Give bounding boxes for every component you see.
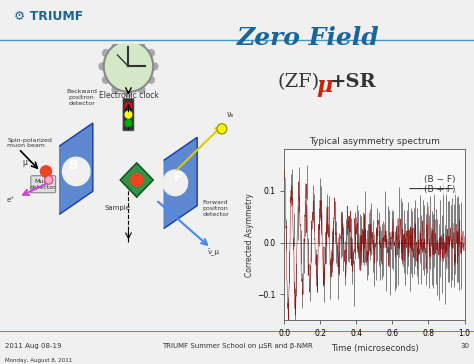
Circle shape — [151, 63, 158, 70]
Polygon shape — [164, 137, 197, 228]
Circle shape — [102, 76, 109, 83]
Text: B: B — [69, 159, 78, 172]
Text: 2011 Aug 08-19: 2011 Aug 08-19 — [5, 343, 61, 349]
Text: Backward
positron
detector: Backward positron detector — [66, 89, 97, 106]
Circle shape — [125, 36, 132, 43]
Circle shape — [138, 86, 145, 93]
Text: Zero Field: Zero Field — [237, 27, 380, 51]
FancyBboxPatch shape — [123, 99, 134, 131]
Polygon shape — [120, 163, 153, 197]
X-axis label: Time (microseconds): Time (microseconds) — [330, 344, 419, 353]
Text: (ZF)-: (ZF)- — [277, 73, 326, 91]
Circle shape — [163, 170, 188, 195]
Text: Sample: Sample — [104, 205, 130, 211]
Circle shape — [125, 120, 132, 127]
Text: 30: 30 — [460, 343, 469, 349]
Text: +SR: +SR — [329, 73, 376, 91]
Text: Forward
positron
detector: Forward positron detector — [203, 200, 229, 217]
Circle shape — [63, 157, 90, 186]
Circle shape — [102, 50, 109, 56]
Circle shape — [112, 86, 118, 93]
Text: ν̄_μ: ν̄_μ — [208, 248, 219, 256]
Text: e⁺: e⁺ — [6, 197, 14, 203]
Circle shape — [125, 111, 132, 118]
Y-axis label: Corrected Asymmetry: Corrected Asymmetry — [245, 193, 254, 277]
Text: TRIUMF Summer School on μSR and β-NMR: TRIUMF Summer School on μSR and β-NMR — [162, 343, 312, 349]
Circle shape — [45, 176, 53, 184]
Circle shape — [131, 174, 143, 186]
Circle shape — [112, 40, 118, 47]
Text: (B − F)
(B + F): (B − F) (B + F) — [424, 175, 456, 194]
Circle shape — [104, 41, 153, 92]
FancyBboxPatch shape — [31, 176, 55, 193]
Text: μ: μ — [317, 75, 333, 96]
Circle shape — [125, 103, 132, 110]
Circle shape — [99, 63, 106, 70]
Text: Monday, August 8, 2011: Monday, August 8, 2011 — [5, 358, 72, 363]
Circle shape — [138, 40, 145, 47]
Title: Typical asymmetry spectrum: Typical asymmetry spectrum — [309, 137, 440, 146]
Text: ⚙ TRIUMF: ⚙ TRIUMF — [14, 10, 83, 23]
Circle shape — [148, 76, 155, 83]
Text: νₑ: νₑ — [227, 111, 234, 119]
Circle shape — [217, 124, 227, 134]
Polygon shape — [60, 123, 93, 214]
Text: Electronic clock: Electronic clock — [99, 91, 158, 100]
Text: F: F — [173, 171, 182, 183]
Circle shape — [40, 166, 52, 177]
Text: μ⁺: μ⁺ — [22, 158, 31, 167]
Circle shape — [148, 50, 155, 56]
Text: Spin-polarized
muon beam: Spin-polarized muon beam — [8, 138, 52, 149]
Text: Muon
detector: Muon detector — [30, 179, 56, 190]
Circle shape — [125, 90, 132, 97]
